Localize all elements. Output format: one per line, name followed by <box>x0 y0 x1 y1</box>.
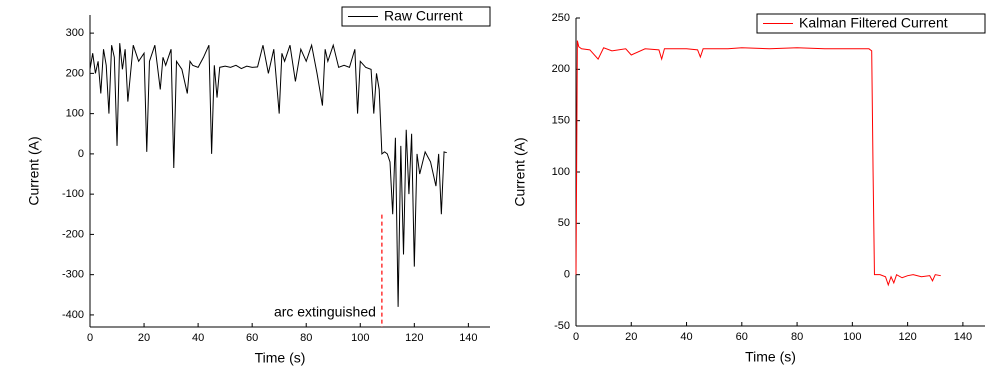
x-tick-label: 120 <box>405 332 423 344</box>
y-tick-label: -300 <box>62 269 84 281</box>
x-tick-label: 140 <box>459 332 477 344</box>
y-tick-label: 200 <box>552 63 570 75</box>
y-tick-label: -400 <box>62 309 84 321</box>
x-tick-label: 60 <box>246 332 258 344</box>
y-tick-label: 250 <box>552 12 570 24</box>
x-axis-label: Time (s) <box>745 349 796 365</box>
legend-label: Kalman Filtered Current <box>799 15 948 31</box>
x-axis-label: Time (s) <box>255 350 306 366</box>
x-tick-label: 80 <box>791 331 803 343</box>
data-line <box>575 40 941 287</box>
x-tick-label: 0 <box>87 332 93 344</box>
x-tick-label: 0 <box>573 331 579 343</box>
x-tick-label: 20 <box>138 332 150 344</box>
legend-label: Raw Current <box>384 8 463 24</box>
y-axis-label: Current (A) <box>26 136 42 205</box>
x-tick-label: 100 <box>351 332 369 344</box>
y-tick-label: -100 <box>62 188 84 200</box>
y-tick-label: 150 <box>552 115 570 127</box>
x-tick-label: 140 <box>954 331 972 343</box>
y-tick-label: 200 <box>66 67 84 79</box>
y-tick-label: 100 <box>552 166 570 178</box>
x-tick-label: 120 <box>898 331 916 343</box>
y-tick-label: 0 <box>78 148 84 160</box>
data-line <box>89 43 447 307</box>
y-tick-label: -50 <box>554 320 570 332</box>
y-tick-label: 0 <box>564 269 570 281</box>
x-tick-label: 40 <box>680 331 692 343</box>
y-tick-label: 300 <box>66 27 84 39</box>
y-tick-label: 50 <box>558 217 570 229</box>
y-tick-label: -200 <box>62 228 84 240</box>
legend-box <box>756 13 986 34</box>
x-tick-label: 40 <box>192 332 204 344</box>
y-axis-label: Current (A) <box>512 137 528 206</box>
legend-box <box>341 6 491 27</box>
y-tick-label: 100 <box>66 108 84 120</box>
x-tick-label: 60 <box>736 331 748 343</box>
x-tick-label: 80 <box>300 332 312 344</box>
annotation-text: arc extinguished <box>274 304 376 320</box>
x-tick-label: 100 <box>843 331 861 343</box>
x-tick-label: 20 <box>625 331 637 343</box>
